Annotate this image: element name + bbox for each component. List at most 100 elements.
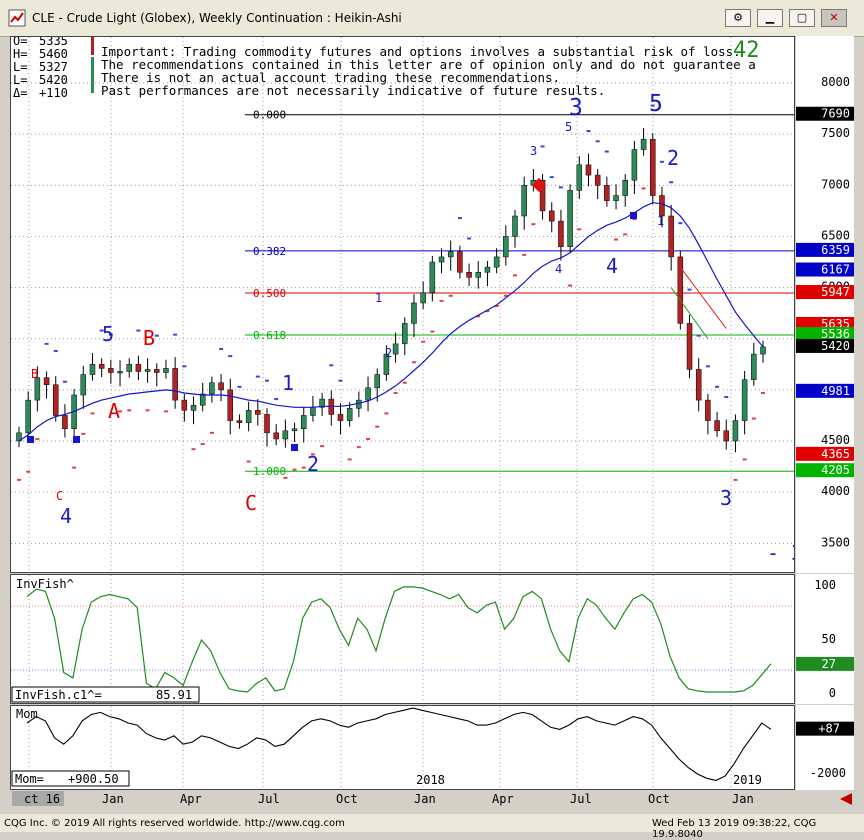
candle-body bbox=[144, 369, 151, 372]
candle-body bbox=[447, 251, 454, 258]
stop-dot bbox=[228, 355, 233, 358]
wave-label: - 3 bbox=[767, 541, 795, 565]
stop-dot bbox=[127, 409, 132, 412]
candle-body bbox=[108, 368, 114, 373]
price-tick-label: 7000 bbox=[821, 177, 850, 191]
ma-line bbox=[18, 202, 764, 442]
stop-dot bbox=[503, 294, 508, 297]
ohlc-readout: O= 5335 H= 5460 L= 5327 L= 5420 Δ= +110 bbox=[13, 37, 94, 100]
restore-button[interactable]: ▢ bbox=[789, 9, 815, 27]
invfish-readout-label: InvFish.c1^= bbox=[15, 688, 102, 702]
stop-dot bbox=[301, 466, 306, 469]
year-label-2018: 2018 bbox=[416, 773, 445, 787]
scroll-thumb bbox=[12, 791, 64, 806]
stop-dot bbox=[540, 145, 545, 148]
price-tick-label: 8000 bbox=[821, 75, 850, 89]
price-axis[interactable]: 3500400045005000550060006500700075008000… bbox=[796, 36, 854, 573]
stop-dot bbox=[320, 445, 325, 448]
candle-body bbox=[346, 408, 353, 421]
stop-dot bbox=[173, 333, 178, 336]
stop-dot bbox=[292, 468, 297, 471]
stop-dot bbox=[669, 181, 674, 184]
invfish-panel[interactable]: InvFish^ InvFish.c1^= 85.91 bbox=[10, 574, 795, 704]
candle-body bbox=[319, 398, 325, 408]
stop-dot bbox=[761, 391, 765, 394]
stop-dot bbox=[687, 288, 692, 291]
invfish-chart[interactable]: InvFish^ InvFish.c1^= 85.91 bbox=[11, 575, 795, 704]
candle-body bbox=[539, 179, 546, 212]
price-panel[interactable]: 0.000 0.382 0.500 0.618 1.000 5 B A 4 1 2 C 3 4 5 2 3 - … bbox=[10, 36, 795, 573]
candle-body bbox=[255, 410, 261, 415]
ohlc-value-last: 5420 bbox=[39, 73, 68, 87]
price-tick-label: 6500 bbox=[821, 228, 850, 242]
signal-marker bbox=[27, 436, 34, 443]
stop-dot bbox=[209, 431, 214, 434]
invfish-grid bbox=[28, 575, 732, 703]
candle-body bbox=[310, 407, 316, 416]
stop-dot bbox=[586, 130, 591, 133]
candle-body bbox=[80, 374, 87, 396]
stop-dot bbox=[467, 237, 472, 240]
date-scrollbar[interactable]: ct 16 Jan Apr Jul Oct Jan Apr Jul Oct Jan bbox=[0, 790, 864, 808]
settings-button[interactable]: ⚙ bbox=[725, 9, 751, 27]
momentum-panel[interactable]: Mom Mom= +900.50 2018 2019 bbox=[10, 705, 795, 790]
price-tag bbox=[796, 383, 854, 398]
price-tag bbox=[796, 446, 854, 461]
candle-body bbox=[365, 387, 371, 401]
stop-dot bbox=[99, 329, 104, 332]
candle-body bbox=[356, 399, 362, 409]
stop-dot bbox=[72, 466, 77, 469]
candle-body bbox=[411, 302, 417, 324]
stop-dot bbox=[191, 448, 196, 451]
candle-body bbox=[273, 432, 279, 440]
scroll-right-arrow-icon bbox=[840, 793, 852, 805]
stop-dot bbox=[577, 228, 582, 231]
ohlc-value-open: 5335 bbox=[39, 37, 68, 48]
momentum-title: Mom bbox=[16, 707, 38, 721]
stop-dot bbox=[366, 437, 371, 440]
disclaimer-line-3: There is not an actual account trading t… bbox=[101, 70, 560, 85]
wave-label: 3 bbox=[569, 95, 583, 121]
stop-dot bbox=[751, 417, 756, 420]
candle-body bbox=[209, 382, 215, 395]
trend-line-green bbox=[670, 287, 709, 340]
stop-dot bbox=[274, 398, 279, 401]
momentum-path bbox=[26, 707, 772, 781]
invfish-readout-box bbox=[11, 686, 200, 703]
stop-dot bbox=[595, 140, 600, 143]
momentum-tick-label: -2000 bbox=[810, 766, 846, 780]
invfish-line bbox=[26, 586, 772, 693]
candle-body bbox=[594, 174, 601, 186]
price-tick-label: 3500 bbox=[821, 535, 850, 549]
invfish-tick-label: 50 bbox=[822, 632, 836, 646]
small-wave-label: C bbox=[56, 489, 63, 503]
fib-levels: 0.000 0.382 0.500 0.618 1.000 bbox=[245, 109, 794, 478]
stop-dot bbox=[35, 437, 40, 440]
candle-body bbox=[760, 346, 766, 355]
candle-body bbox=[585, 164, 592, 176]
stop-dot bbox=[154, 334, 159, 337]
ohlc-value-change: +110 bbox=[39, 86, 68, 100]
candle-body bbox=[420, 292, 426, 304]
fib-label: 0.500 bbox=[253, 287, 286, 300]
invfish-axis: 0 50 100 27 bbox=[796, 574, 854, 704]
candle-body bbox=[190, 404, 197, 411]
price-tag bbox=[796, 327, 854, 342]
price-tag bbox=[796, 242, 854, 257]
ohlc-label-last: L= bbox=[13, 73, 27, 87]
candles bbox=[16, 104, 766, 481]
wave-label: B bbox=[143, 326, 155, 350]
price-tag-label: 6359 bbox=[821, 243, 850, 257]
candle-body bbox=[383, 353, 390, 375]
momentum-chart[interactable]: Mom Mom= +900.50 2018 2019 bbox=[11, 706, 795, 790]
close-button[interactable]: ✕ bbox=[821, 9, 847, 27]
price-chart[interactable]: 0.000 0.382 0.500 0.618 1.000 5 B A 4 1 2 C 3 4 5 2 3 - … bbox=[11, 37, 795, 573]
minimize-button[interactable]: ▁ bbox=[757, 9, 783, 27]
stop-dot bbox=[632, 218, 637, 221]
small-wave-label: 2 bbox=[385, 346, 392, 360]
status-footer: CQG Inc. © 2019 All rights reserved worl… bbox=[0, 814, 864, 840]
wave-label: 3 bbox=[720, 486, 732, 510]
ohlc-label-low: L= bbox=[13, 60, 27, 74]
candle-body bbox=[438, 256, 445, 263]
